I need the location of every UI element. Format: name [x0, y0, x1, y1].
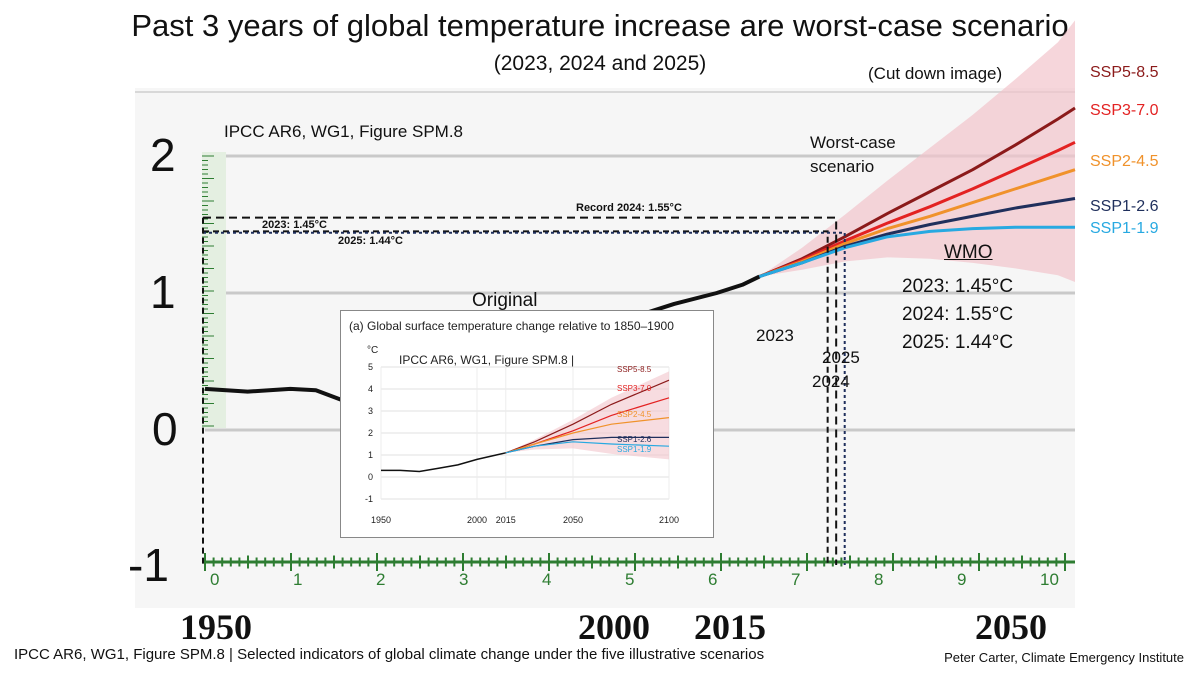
- original-label: Original: [472, 290, 538, 311]
- footer-caption: IPCC AR6, WG1, Figure SPM.8 | Selected i…: [14, 646, 765, 663]
- ruler-number: 7: [791, 570, 800, 589]
- inset-x-tick: 1950: [371, 515, 391, 525]
- inset-title: (a) Global surface temperature change re…: [349, 319, 674, 333]
- left-ruler: [202, 152, 226, 428]
- ruler-number: 1: [293, 570, 302, 589]
- ruler-number: 8: [874, 570, 883, 589]
- page-subtitle: (2023, 2024 and 2025): [493, 52, 707, 75]
- inset-y-tick: 0: [368, 472, 373, 482]
- x-tick-label-2050: 2050: [975, 607, 1047, 647]
- reference-line-layer: [202, 216, 846, 565]
- inset-y-tick: -1: [365, 494, 373, 504]
- bottom-ruler: 0 1 2 3 4 5 6 7 8 9 10: [204, 553, 1075, 589]
- inset-legend-ssp126: SSP1-2.6: [617, 435, 652, 444]
- ruler-number: 4: [542, 570, 551, 589]
- x-tick-label-2015: 2015: [694, 607, 766, 647]
- inset-series-ssp245: [505, 417, 670, 454]
- y-tick-label-neg1: -1: [128, 539, 169, 591]
- year-2025-label: 2025: [822, 348, 860, 367]
- legend-ssp119: SSP1-1.9: [1090, 220, 1159, 237]
- ruler-number: 0: [210, 570, 219, 589]
- inset-y-tick: 1: [368, 450, 373, 460]
- inset-series-ssp585: [505, 379, 670, 454]
- x-tick-label-2000: 2000: [578, 607, 650, 647]
- ruler-number: 9: [957, 570, 966, 589]
- series-layer: [204, 106, 1076, 416]
- legend-ssp370: SSP3-7.0: [1090, 102, 1159, 119]
- inset-x-tick: 2050: [563, 515, 583, 525]
- page-title: Past 3 years of global temperature incre…: [131, 8, 1069, 43]
- record-2024-label: Record 2024: 1.55°C: [576, 202, 682, 214]
- legend-ssp585: SSP5-8.5: [1090, 64, 1159, 81]
- reference-line-2023: [203, 230, 829, 565]
- legend-ssp245: SSP2-4.5: [1090, 153, 1159, 170]
- ruler-number: 5: [625, 570, 634, 589]
- ruler-number: 3: [459, 570, 468, 589]
- inset-series-ssp119: [505, 441, 670, 454]
- inset-y-tick: 5: [368, 362, 373, 372]
- inset-y-tick: 2: [368, 428, 373, 438]
- reference-line-2024: [203, 216, 838, 565]
- inset-legend-ssp119: SSP1-1.9: [617, 445, 652, 454]
- series-line-ssp585: [758, 106, 1076, 278]
- inset-y-tick: 3: [368, 406, 373, 416]
- line-2025-label: 2025: 1.44°C: [338, 235, 403, 247]
- series-line-ssp119: [758, 225, 1075, 278]
- wmo-line-2025: 2025: 1.44°C: [902, 332, 1014, 353]
- wmo-title: WMO: [944, 242, 993, 263]
- y-tick-label-0: 0: [152, 403, 178, 455]
- left-ruler-band: [202, 152, 226, 428]
- line-2023-label: 2023: 1.45°C: [262, 219, 327, 231]
- source-label: IPCC AR6, WG1, Figure SPM.8: [224, 122, 464, 141]
- cut-down-note: (Cut down image): [868, 64, 1003, 83]
- ruler-number: 10: [1040, 570, 1059, 589]
- inset-inner-label: IPCC AR6, WG1, Figure SPM.8 |: [399, 353, 575, 367]
- wmo-line-2024: 2024: 1.55°C: [902, 304, 1014, 325]
- ruler-number: 6: [708, 570, 717, 589]
- inset-legend-ssp370: SSP3-7.0: [617, 384, 652, 393]
- inset-legend-ssp245: SSP2-4.5: [617, 410, 652, 419]
- inset-x-tick: 2000: [467, 515, 487, 525]
- worst-case-label: Worst-case scenario: [810, 133, 896, 176]
- inset-original-chart: (a) Global surface temperature change re…: [340, 310, 714, 538]
- x-tick-label-1950: 1950: [180, 607, 252, 647]
- plume-layer: [759, 20, 1075, 283]
- y-tick-label-1: 1: [150, 266, 176, 318]
- series-line-ssp370: [758, 140, 1076, 278]
- footer-credit: Peter Carter, Climate Emergency Institut…: [944, 650, 1184, 665]
- legend-ssp126: SSP1-2.6: [1090, 198, 1159, 215]
- y-tick-label-2: 2: [150, 129, 176, 181]
- inset-x-tick: 2015: [496, 515, 516, 525]
- year-2024-label: 2024: [812, 372, 850, 391]
- wmo-line-2023: 2023: 1.45°C: [902, 276, 1014, 297]
- inset-legend-ssp585: SSP5-8.5: [617, 365, 652, 374]
- inset-series-historical: [381, 452, 506, 473]
- inset-x-tick: 2100: [659, 515, 679, 525]
- ruler-number: 2: [376, 570, 385, 589]
- year-2023-label: 2023: [756, 326, 794, 345]
- inset-y-unit: °C: [367, 345, 379, 356]
- inset-y-tick: 4: [368, 384, 373, 394]
- scenario-plume: [759, 20, 1075, 283]
- inset-svg: 5 4 3 2 1 0 -1 1950 2000 2015 2050 2100: [365, 362, 679, 525]
- series-line-ssp245: [758, 168, 1076, 278]
